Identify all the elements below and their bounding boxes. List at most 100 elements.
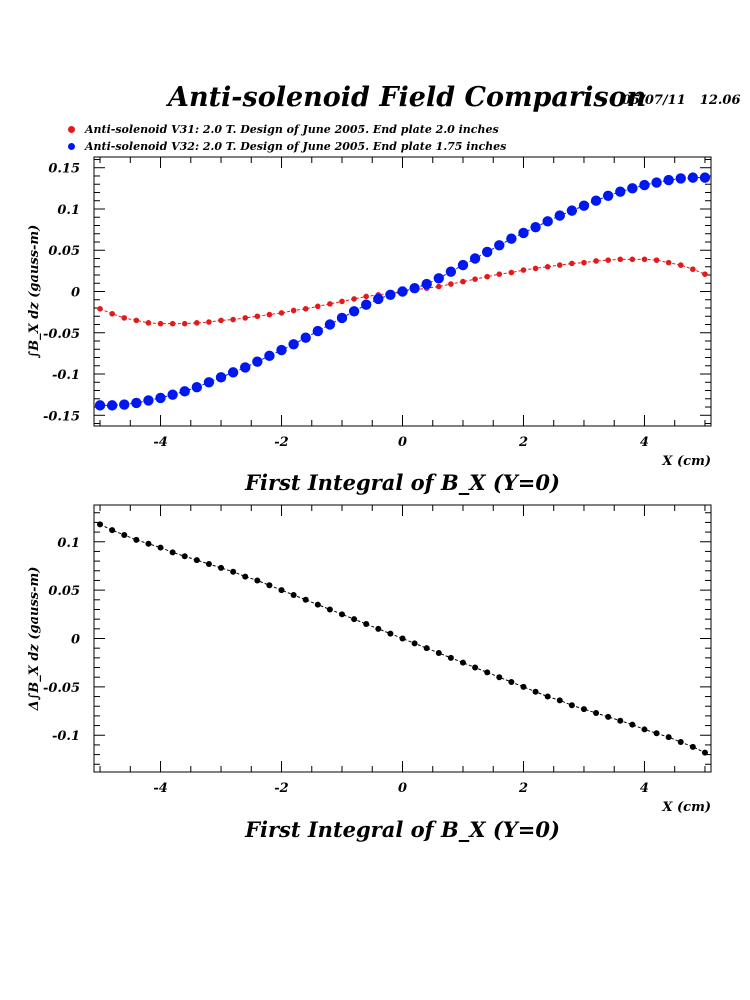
data-point <box>699 172 711 183</box>
data-point <box>578 200 590 211</box>
data-point <box>457 259 469 271</box>
data-point <box>179 386 190 397</box>
data-point <box>348 306 360 317</box>
data-point <box>106 400 118 411</box>
data-point <box>506 233 517 244</box>
data-point <box>288 339 299 350</box>
x-tick-label: 0 <box>398 781 407 796</box>
y-tick-label: -0.15 <box>43 409 80 424</box>
data-point <box>167 389 178 400</box>
data-point <box>409 282 420 294</box>
data-point <box>460 278 466 285</box>
data-point <box>689 743 696 750</box>
data-point <box>312 325 324 337</box>
timestamp: 05/07/11 12.06 <box>622 93 741 108</box>
data-point <box>580 706 587 713</box>
timestamp-date: 05/07/11 <box>622 93 686 108</box>
data-point <box>518 227 529 239</box>
data-point <box>278 587 285 594</box>
x-tick-label: 2 <box>518 435 528 450</box>
data-point <box>363 293 370 300</box>
data-point <box>300 332 311 343</box>
data-point <box>590 195 602 206</box>
series-2 <box>94 172 711 411</box>
data-point <box>411 640 418 647</box>
data-point <box>206 319 212 325</box>
data-point <box>508 679 515 686</box>
data-point <box>702 271 708 277</box>
data-point <box>690 266 696 273</box>
data-point <box>315 303 321 310</box>
y-tick-label: -0.1 <box>52 729 80 744</box>
data-point <box>254 313 261 320</box>
data-point <box>399 635 406 642</box>
data-point <box>194 320 200 326</box>
data-point <box>242 573 249 580</box>
series-1 <box>97 521 708 756</box>
data-point <box>508 269 515 276</box>
data-point <box>314 601 321 608</box>
data-point <box>677 262 684 268</box>
y-axis-label: Δ∫B_X dz (gauss-m) <box>27 567 42 712</box>
data-point <box>397 286 408 297</box>
data-point <box>641 256 648 263</box>
data-point <box>227 367 239 378</box>
data-point <box>447 654 454 661</box>
data-point <box>629 721 636 728</box>
data-point <box>481 246 493 258</box>
data-point <box>687 172 699 183</box>
data-point <box>629 256 636 263</box>
data-point <box>615 186 626 197</box>
data-point <box>264 350 275 362</box>
x-tick-label: 2 <box>518 781 528 796</box>
x-tick-label: -2 <box>274 781 288 796</box>
data-point <box>665 259 672 266</box>
data-point <box>205 561 212 568</box>
data-point <box>121 315 128 321</box>
data-point <box>566 205 578 216</box>
data-point <box>351 616 358 623</box>
data-point <box>387 630 394 637</box>
data-point <box>215 372 227 383</box>
legend-item-v31: Anti-solenoid V31: 2.0 T. Design of June… <box>68 121 506 138</box>
data-point <box>351 296 357 302</box>
data-point <box>554 210 565 221</box>
data-point <box>155 392 166 404</box>
data-point <box>145 540 152 547</box>
data-point <box>459 659 466 666</box>
data-point <box>665 734 672 741</box>
data-point <box>276 344 287 356</box>
data-point <box>532 265 539 272</box>
data-point <box>663 174 674 186</box>
x-tick-label: -4 <box>153 781 167 796</box>
x-tick-label: 4 <box>640 781 649 796</box>
x-axis-label: X (cm) <box>661 454 711 469</box>
data-point <box>448 281 454 287</box>
data-point <box>593 258 599 264</box>
legend-marker-v32 <box>68 143 75 150</box>
data-point <box>435 650 442 657</box>
data-point <box>472 664 479 671</box>
y-tick-label: 0 <box>71 286 80 301</box>
data-point <box>240 362 251 373</box>
data-point <box>230 316 236 323</box>
data-point <box>97 306 103 312</box>
data-point <box>556 697 563 704</box>
data-point <box>133 317 140 324</box>
data-point <box>326 606 333 613</box>
data-point <box>145 320 152 326</box>
data-point <box>339 298 345 305</box>
data-point <box>653 730 660 737</box>
data-point <box>203 377 215 388</box>
legend-label-v31: Anti-solenoid V31: 2.0 T. Design of June… <box>85 123 499 136</box>
data-point <box>363 620 370 627</box>
data-point <box>445 266 457 277</box>
data-point <box>544 693 551 700</box>
data-point <box>544 263 551 270</box>
data-point <box>254 577 261 584</box>
data-point <box>290 591 297 598</box>
data-point <box>119 399 130 410</box>
data-point <box>324 319 336 330</box>
data-point <box>302 306 309 312</box>
y-tick-label: -0.05 <box>43 327 80 342</box>
